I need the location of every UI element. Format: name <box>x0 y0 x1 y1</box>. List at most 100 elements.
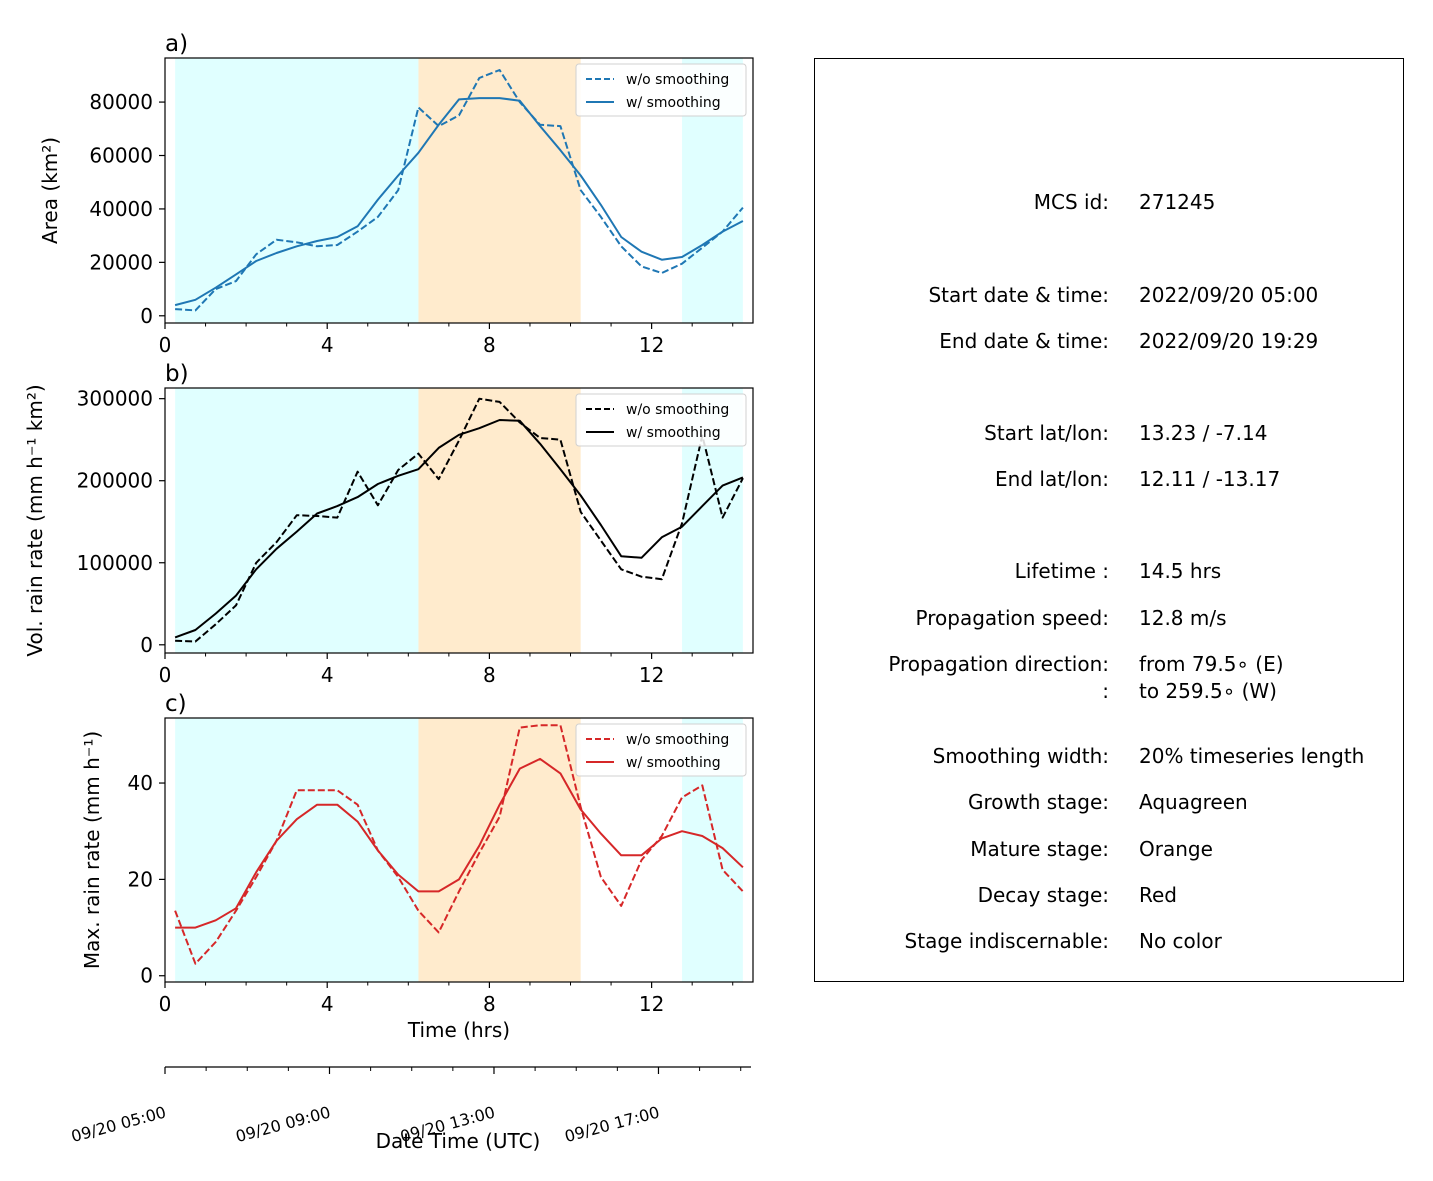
y-axis-label: Vol. rain rate (mm h⁻¹ km²) <box>23 384 47 656</box>
y-tick-label: 40000 <box>89 197 153 221</box>
x-tick-label: 4 <box>321 663 334 687</box>
info-value: 12.8 m/s <box>1139 606 1227 630</box>
info-row-stage-indiscernable: Stage indiscernable: No color <box>815 929 1405 953</box>
info-key: : <box>1102 679 1109 703</box>
legend-label: w/o smoothing <box>626 72 729 88</box>
info-value: 2022/09/20 19:29 <box>1139 329 1319 353</box>
x-tick-label: 8 <box>483 663 496 687</box>
axes-frame <box>164 387 754 654</box>
info-key: Decay stage: <box>977 883 1109 907</box>
info-row-propagation-direction: Propagation direction: from 79.5∘ (E) <box>815 652 1405 676</box>
y-tick-label: 200000 <box>77 469 153 493</box>
stage-band-growth <box>175 718 419 982</box>
info-key: End lat/lon: <box>995 467 1109 491</box>
series-line-smoothed <box>175 757 744 929</box>
legend-label: w/o smoothing <box>626 732 729 748</box>
info-row-start-datetime: Start date & time: 2022/09/20 05:00 <box>815 283 1405 307</box>
info-value: 271245 <box>1139 190 1216 214</box>
series-line-smoothed <box>174 97 744 307</box>
y-tick-label: 0 <box>140 304 153 328</box>
legend-label: w/ smoothing <box>626 755 721 771</box>
series-line-smoothed <box>174 419 744 639</box>
info-key: Propagation direction: <box>888 652 1109 676</box>
info-key: Growth stage: <box>967 790 1109 814</box>
info-row-lifetime: Lifetime : 14.5 hrs <box>815 559 1405 583</box>
x-tick-label: 0 <box>159 992 172 1016</box>
info-key: Propagation speed: <box>915 606 1109 630</box>
y-tick-label: 20 <box>128 867 153 891</box>
y-axis-label: Max. rain rate (mm h⁻¹) <box>80 731 104 969</box>
stage-band-mature <box>418 718 581 982</box>
y-tick-label: 300000 <box>77 387 153 411</box>
date-tick-label: 09/20 09:00 <box>234 1103 333 1147</box>
panel-label: c) <box>165 691 187 717</box>
y-tick-label: 0 <box>140 964 153 988</box>
y-tick-label: 0 <box>140 633 153 657</box>
legend-label: w/o smoothing <box>626 402 729 418</box>
y-tick-label: 40 <box>128 771 153 795</box>
info-key: End date & time: <box>939 329 1109 353</box>
chart-panel-a: 0 4 8 12 0 20000 40000 60000 80000 a) Area (km²) w/… <box>38 31 754 357</box>
info-key: Lifetime : <box>1014 559 1109 583</box>
x-tick-label: 12 <box>639 333 664 357</box>
legend-label: w/ smoothing <box>626 425 721 441</box>
legend-box <box>575 393 747 447</box>
y-tick-label: 80000 <box>89 90 153 114</box>
info-row-smoothing-width: Smoothing width: 20% timeseries length <box>815 744 1405 768</box>
legend-label: w/ smoothing <box>626 95 721 111</box>
info-row-start-latlon: Start lat/lon: 13.23 / -7.14 <box>815 421 1405 445</box>
x-tick-label: 4 <box>321 992 334 1016</box>
info-value: 12.11 / -13.17 <box>1139 467 1281 491</box>
info-row-mature-stage: Mature stage: Orange <box>815 837 1405 861</box>
chart-panel-b: 0 4 8 12 0 100000 200000 300000 b) Vol. rain rate… <box>23 361 754 687</box>
chart-panel-c: 0 4 8 12 0 20 40 c) Max. rain rate (mm h⁻¹) Time … <box>80 691 754 1042</box>
y-axis-label: Area (km²) <box>38 137 62 244</box>
info-key: MCS id: <box>1033 190 1109 214</box>
x-tick-label: 4 <box>321 333 334 357</box>
info-row-mcs-id: MCS id: 271245 <box>815 190 1405 214</box>
panel-label: a) <box>165 31 188 57</box>
y-tick-label: 100000 <box>77 551 153 575</box>
info-key: Start lat/lon: <box>984 421 1109 445</box>
x-axis-label: Time (hrs) <box>407 1018 510 1042</box>
info-key: Stage indiscernable: <box>904 929 1109 953</box>
info-row-propagation-direction-to: : to 259.5∘ (W) <box>815 679 1405 703</box>
stage-band-mature <box>418 388 581 653</box>
info-value: Aquagreen <box>1139 790 1248 814</box>
info-key: Smoothing width: <box>932 744 1109 768</box>
y-tick-label: 20000 <box>89 250 153 274</box>
y-tick-label: 60000 <box>89 144 153 168</box>
info-value: from 79.5∘ (E) <box>1139 652 1284 676</box>
info-row-growth-stage: Growth stage: Aquagreen <box>815 790 1405 814</box>
info-row-end-datetime: End date & time: 2022/09/20 19:29 <box>815 329 1405 353</box>
stage-band-mature <box>418 58 581 323</box>
x-tick-label: 0 <box>159 663 172 687</box>
x-tick-label: 8 <box>483 992 496 1016</box>
info-value: 20% timeseries length <box>1139 744 1365 768</box>
date-tick-label: 09/20 17:00 <box>563 1103 662 1147</box>
info-row-propagation-speed: Propagation speed: 12.8 m/s <box>815 606 1405 630</box>
panel-label: b) <box>165 361 189 387</box>
info-value: to 259.5∘ (W) <box>1139 679 1277 703</box>
info-value: Red <box>1139 883 1177 907</box>
legend-box <box>575 723 747 777</box>
info-key: Mature stage: <box>970 837 1109 861</box>
date-time-axis: 09/20 05:00 09/20 09:00 09/20 13:00 09/20 1… <box>69 1066 751 1153</box>
legend-box <box>575 63 747 117</box>
axes-frame <box>164 717 754 983</box>
series-line-unsmoothed <box>175 397 744 643</box>
stage-band-growth <box>175 58 419 323</box>
x-tick-label: 12 <box>639 992 664 1016</box>
info-value: 2022/09/20 05:00 <box>1139 283 1319 307</box>
info-row-decay-stage: Decay stage: Red <box>815 883 1405 907</box>
date-tick-label: 09/20 05:00 <box>69 1103 168 1147</box>
mcs-info-panel: MCS id: 271245 Start date & time: 2022/0… <box>814 58 1404 982</box>
x-tick-label: 12 <box>639 663 664 687</box>
x-tick-label: 8 <box>483 333 496 357</box>
info-value: No color <box>1139 929 1222 953</box>
info-row-end-latlon: End lat/lon: 12.11 / -13.17 <box>815 467 1405 491</box>
date-axis-label: Date Time (UTC) <box>376 1129 541 1153</box>
stage-band-growth <box>175 388 419 653</box>
axes-frame <box>164 57 754 324</box>
